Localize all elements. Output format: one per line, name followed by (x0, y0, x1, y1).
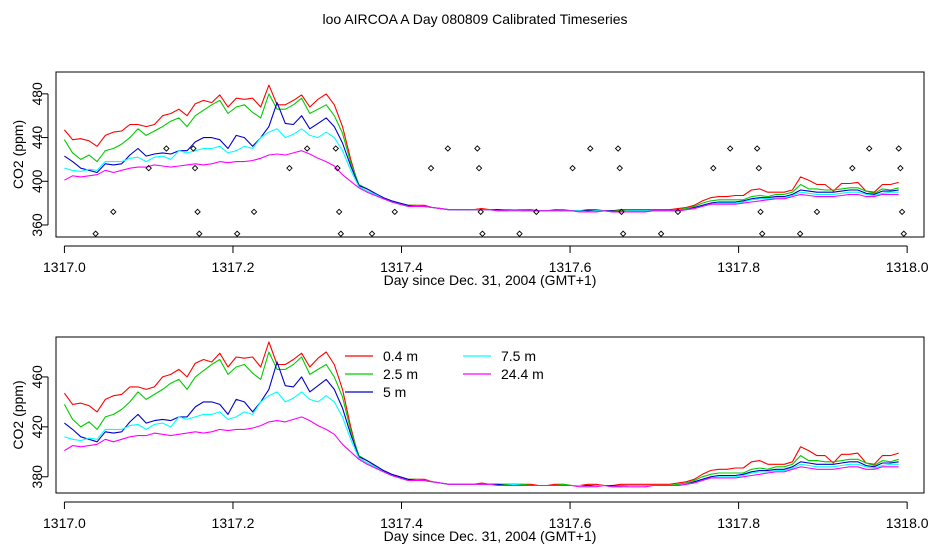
x-tick-label: 1317.4 (380, 515, 423, 531)
data-point (477, 208, 484, 216)
y-tick-label: 360 (29, 213, 45, 237)
data-point (619, 230, 627, 237)
data-point (753, 145, 761, 152)
data-point (796, 230, 804, 237)
legend-label: 5 m (383, 384, 406, 400)
x-tick-label: 1317.8 (717, 515, 760, 531)
data-point (587, 145, 594, 152)
top-panel: 1317.0 1317.2 1317.4 1317.6 1317.8 1318.0 Day … (10, 71, 929, 288)
x-tick-label: 1317.6 (549, 515, 592, 531)
data-point (334, 164, 341, 172)
data-point (335, 208, 343, 216)
y-tick-label: 440 (29, 126, 45, 150)
x-tick-label: 1317.2 (212, 259, 255, 275)
data-point (900, 230, 908, 237)
data-point (674, 208, 682, 216)
legend-label: 2.5 m (383, 366, 418, 382)
data-point (194, 208, 201, 216)
series-line-1 (63, 341, 899, 487)
data-point (614, 145, 622, 152)
data-point (533, 208, 540, 216)
x-tick-label: 1317.4 (380, 259, 423, 275)
x-tick-label: 1317.0 (43, 515, 86, 531)
x-tick-label: 1317.8 (717, 259, 760, 275)
data-point (444, 145, 452, 152)
legend-label: 0.4 m (383, 348, 418, 364)
series-line-1 (63, 84, 899, 212)
x-axis-label: Day since Dec. 31, 2004 (GMT+1) (384, 272, 597, 288)
data-point (849, 164, 856, 172)
data-point (332, 145, 340, 152)
data-point (516, 230, 523, 237)
x-tick-label: 1317.6 (549, 259, 592, 275)
data-point (479, 230, 486, 237)
bottom-panel: 1317.0 1317.2 1317.4 1317.6 1317.8 1318.0 Day … (10, 336, 929, 544)
data-point (757, 208, 764, 216)
y-tick-label: 420 (29, 415, 45, 439)
data-point (190, 145, 197, 152)
data-point (191, 164, 199, 172)
data-point (368, 230, 376, 237)
y-axis-label: CO2 (ppm) (10, 380, 26, 449)
data-point (427, 164, 435, 172)
data-point (475, 164, 483, 172)
data-point (616, 164, 624, 172)
data-point (755, 164, 763, 172)
series-line-5 (64, 416, 899, 488)
data-point (337, 230, 345, 237)
x-tick-label: 1317.0 (43, 259, 86, 275)
data-point (898, 208, 906, 216)
plot-frame (55, 336, 925, 494)
legend-label: 24.4 m (501, 366, 544, 382)
data-point (163, 145, 170, 152)
x-axis-label: Day since Dec. 31, 2004 (GMT+1) (384, 528, 597, 544)
series-line-5 (64, 150, 899, 213)
plot-frame (55, 71, 925, 238)
data-point (92, 230, 99, 237)
data-point (813, 208, 821, 216)
x-tick-label: 1317.2 (212, 515, 255, 531)
y-tick-label: 460 (29, 365, 45, 389)
data-point (474, 145, 481, 152)
data-point (618, 208, 625, 216)
chart-title: loo AIRCOA A Day 080809 Calibrated Times… (322, 11, 628, 27)
data-point (726, 145, 734, 152)
y-tick-label: 400 (29, 169, 45, 193)
data-point (569, 164, 576, 172)
data-point (145, 164, 152, 172)
data-point (233, 230, 241, 237)
data-point (758, 230, 766, 237)
data-point (865, 145, 873, 152)
data-point (303, 145, 311, 152)
data-point (897, 164, 904, 172)
data-point (110, 208, 117, 216)
data-point (250, 208, 258, 216)
legend-label: 7.5 m (501, 348, 536, 364)
y-tick-label: 380 (29, 465, 45, 489)
data-point (895, 145, 902, 152)
y-axis-label: CO2 (ppm) (10, 120, 26, 189)
data-point (391, 208, 399, 216)
x-tick-label: 1318.0 (886, 515, 929, 531)
data-point (657, 230, 665, 237)
y-tick-label: 480 (29, 82, 45, 106)
x-tick-label: 1318.0 (886, 259, 929, 275)
data-point (710, 164, 717, 172)
data-point (286, 164, 293, 172)
data-point (196, 230, 203, 237)
